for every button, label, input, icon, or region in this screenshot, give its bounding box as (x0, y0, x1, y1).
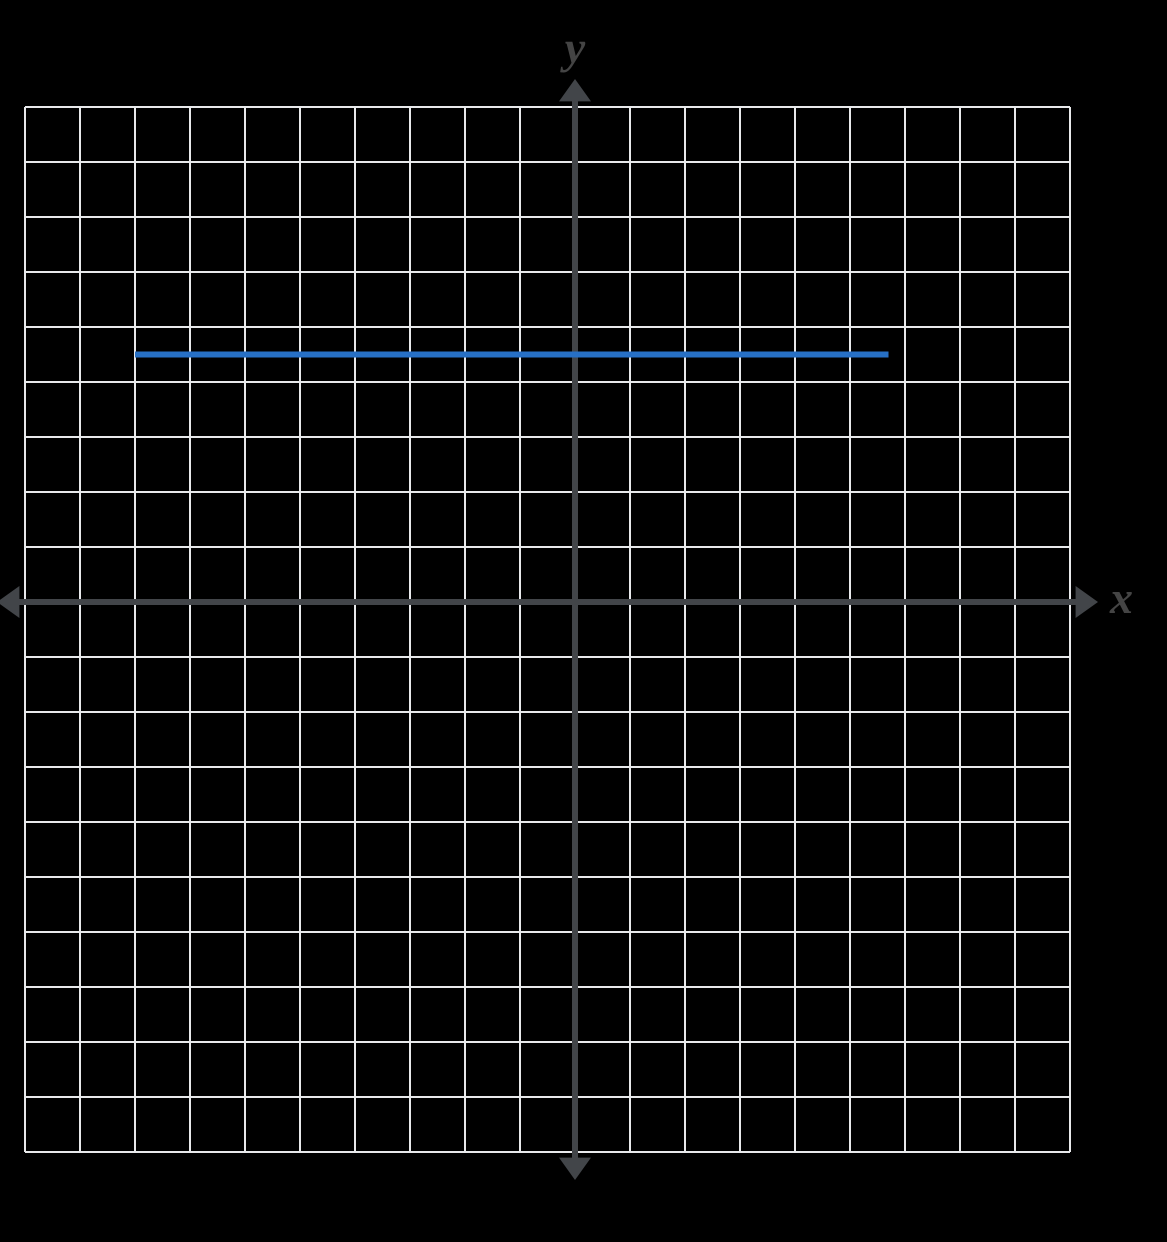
chart-container: y x (0, 0, 1167, 1242)
y-axis-label: y (445, 21, 705, 74)
x-axis-label: x (1110, 571, 1133, 624)
coordinate-plane (0, 0, 1167, 1242)
